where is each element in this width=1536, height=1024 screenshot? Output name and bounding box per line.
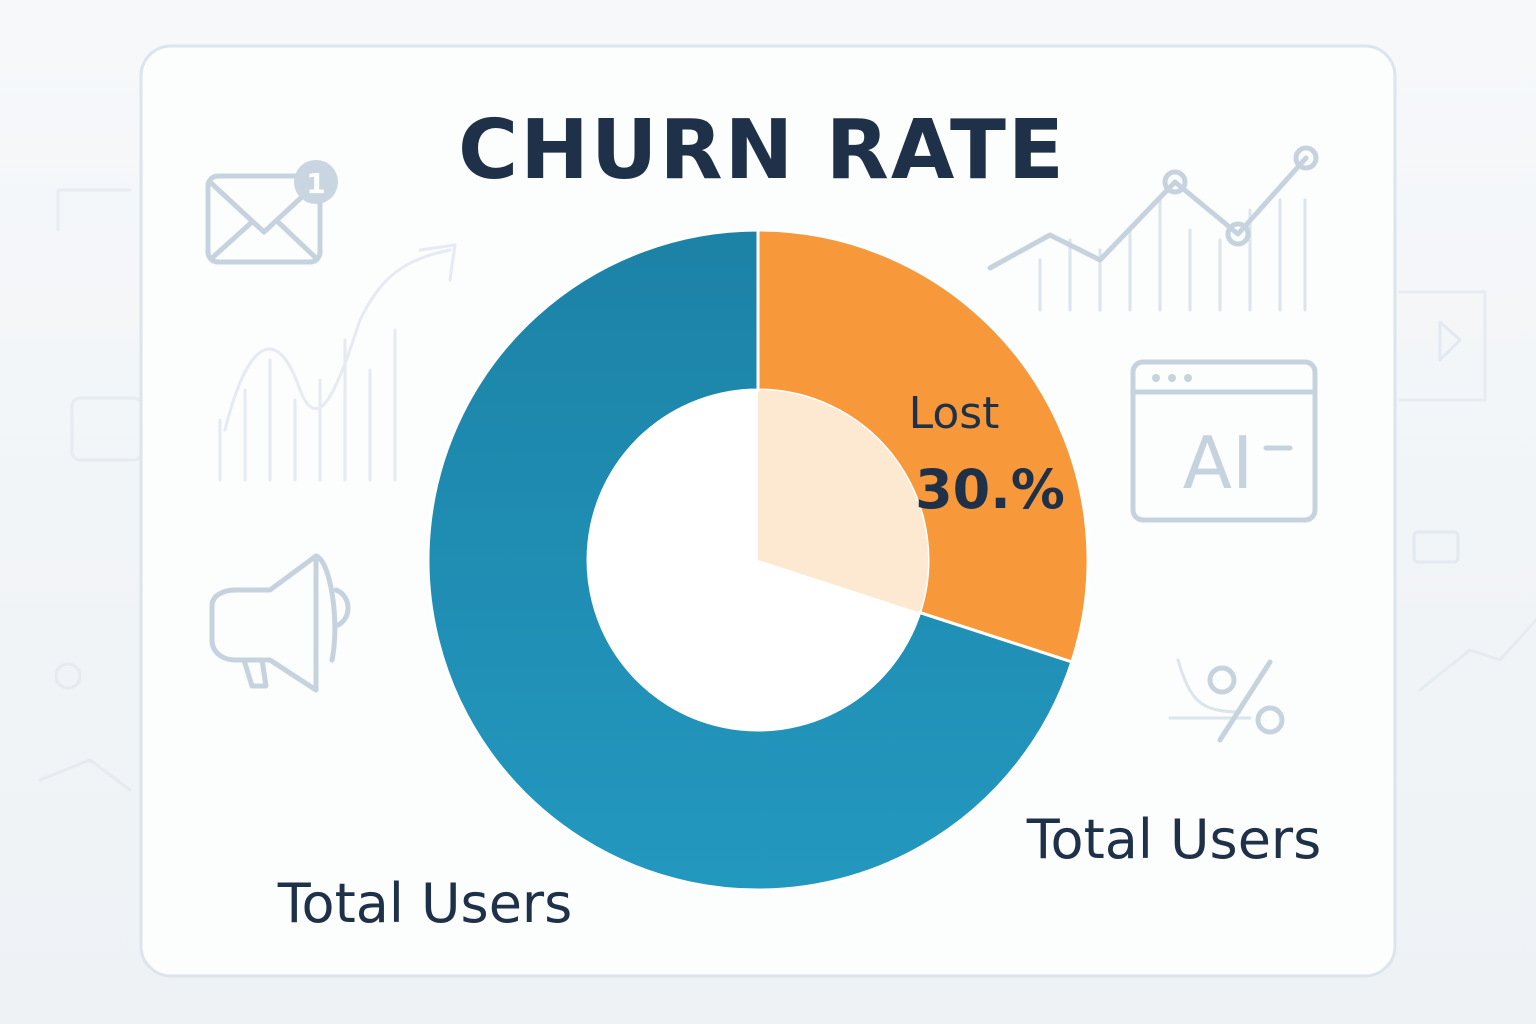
donut-slice-lost (756, 228, 1090, 664)
donut-hole (588, 390, 920, 730)
donut-chart (426, 228, 1090, 892)
percent-icon (1168, 658, 1285, 743)
lost-slice-value: 30.% (915, 458, 1065, 521)
chart-title: CHURN RATE (458, 103, 1066, 198)
mail-badge-count: 1 (306, 167, 325, 200)
background-decorations (38, 188, 1536, 792)
line-chart-icon (987, 145, 1319, 312)
mail-icon: 1 (205, 160, 338, 265)
total-users-label-left: Total Users (277, 872, 573, 935)
total-users-label-right: Total Users (1026, 808, 1322, 871)
megaphone-icon (209, 553, 351, 693)
ai-window-icon: AI (1130, 359, 1318, 523)
lost-slice-label: Lost (909, 388, 1000, 439)
ai-window-text: AI (1183, 421, 1254, 505)
play-icon (1412, 320, 1462, 564)
bar-chart-icon (218, 243, 457, 482)
donut-inner-lost-wedge (758, 390, 928, 613)
